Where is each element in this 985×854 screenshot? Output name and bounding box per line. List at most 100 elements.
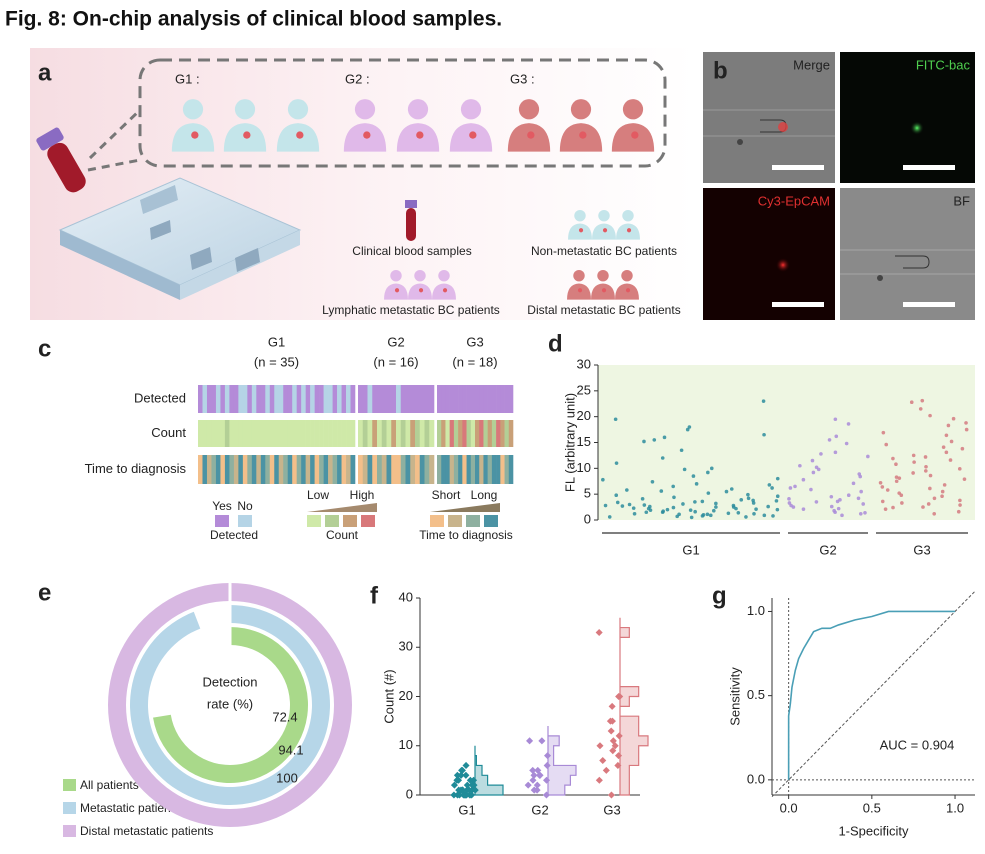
legend-title: Detected: [210, 528, 258, 542]
data-point: [918, 407, 923, 411]
group-n: (n = 18): [452, 354, 497, 369]
center-text: rate (%): [207, 696, 253, 711]
legend-item: Yes: [212, 499, 232, 513]
heatmap-cell: [424, 455, 430, 484]
heatmap-cell: [341, 385, 347, 413]
data-point: [833, 450, 838, 455]
data-point: [899, 493, 904, 498]
y-axis-label: Sensitivity: [727, 667, 742, 726]
data-point: [923, 469, 928, 473]
data-point: [714, 505, 718, 509]
heatmap-cell: [367, 385, 373, 413]
data-point: [455, 786, 463, 794]
data-point: [846, 422, 851, 426]
data-point: [681, 502, 685, 506]
heatmap-cell: [238, 455, 244, 484]
data-point: [840, 513, 844, 518]
heatmap-cell: [202, 385, 208, 413]
panel-label: g: [712, 582, 727, 609]
data-point: [926, 502, 931, 506]
heatmap-cell: [296, 385, 302, 413]
heatmap-cell: [453, 420, 459, 447]
heatmap-cell: [332, 455, 338, 484]
data-point: [542, 776, 551, 784]
data-point: [642, 503, 647, 507]
data-point: [912, 460, 916, 464]
heatmap-cell: [202, 420, 208, 447]
data-point: [881, 430, 886, 435]
data-point: [603, 503, 608, 508]
heatmap-cell: [496, 420, 501, 447]
data-point: [714, 501, 718, 506]
data-point: [746, 492, 750, 497]
data-point: [863, 510, 867, 515]
data-point: [679, 448, 684, 453]
heatmap-cell: [341, 420, 347, 447]
image-merge: [703, 52, 835, 183]
patients-g3: [507, 99, 655, 152]
heatmap-cell: [206, 420, 212, 447]
blood-tube: [36, 127, 86, 193]
value-label: 72.4: [272, 709, 297, 724]
data-point: [660, 456, 665, 460]
data-point: [693, 500, 697, 504]
heatmap-cell: [229, 455, 235, 484]
data-point: [809, 487, 813, 492]
data-point: [607, 791, 615, 799]
data-point: [459, 786, 467, 794]
data-point: [932, 496, 937, 501]
heatmap-cell: [202, 455, 208, 484]
data-point: [801, 477, 806, 482]
data-point: [798, 463, 802, 468]
heatmap-cell: [251, 385, 257, 413]
data-point: [615, 500, 620, 505]
data-point: [691, 474, 696, 478]
legend-label: Non-metastatic BC patients: [531, 244, 677, 258]
legend-swatch: [466, 515, 480, 527]
heatmap-cell: [296, 420, 302, 447]
heatmap-cell: [274, 420, 280, 447]
heatmap-cell: [319, 455, 324, 484]
heatmap-cell: [470, 385, 476, 413]
heatmap-cell: [362, 455, 368, 484]
data-point: [709, 466, 714, 471]
data-point: [891, 505, 895, 510]
heatmap-cell: [377, 385, 383, 413]
heatmap-cell: [491, 455, 497, 484]
data-point: [946, 423, 951, 428]
legend-wedge: [307, 503, 377, 512]
legend-label: Distal metastatic patients: [80, 824, 213, 838]
heatmap-cell: [479, 455, 484, 484]
x-group-label: G2: [819, 542, 836, 557]
legend-swatch: [361, 515, 375, 527]
legend-title: Count: [326, 528, 359, 542]
data-point: [607, 515, 612, 519]
heatmap-cell: [323, 420, 329, 447]
image-bf: [840, 188, 975, 320]
data-point: [858, 512, 863, 516]
microchip: [58, 177, 302, 300]
heatmap-cell: [265, 455, 271, 484]
heatmap-cell: [386, 385, 392, 413]
heatmap-cell: [470, 420, 476, 447]
heatmap-cell: [358, 385, 364, 413]
y-tick-label: 0: [584, 511, 591, 526]
data-point: [811, 470, 816, 475]
x-tick-label: 0.5: [863, 800, 881, 815]
data-point: [625, 488, 629, 492]
heatmap-cell: [215, 420, 221, 447]
heatmap-cell: [350, 455, 356, 484]
heatmap-cell: [310, 455, 315, 484]
data-point: [644, 510, 649, 515]
data-point: [791, 505, 796, 509]
data-point: [724, 489, 729, 494]
data-point: [614, 461, 619, 465]
heatmap-cell: [449, 420, 455, 447]
heatmap-cell: [332, 385, 338, 413]
data-point: [880, 499, 885, 504]
connector: [88, 108, 142, 160]
heatmap-cell: [274, 385, 280, 413]
heatmap-cell: [362, 385, 368, 413]
row-label: Time to diagnosis: [85, 461, 187, 476]
data-point: [701, 513, 706, 517]
